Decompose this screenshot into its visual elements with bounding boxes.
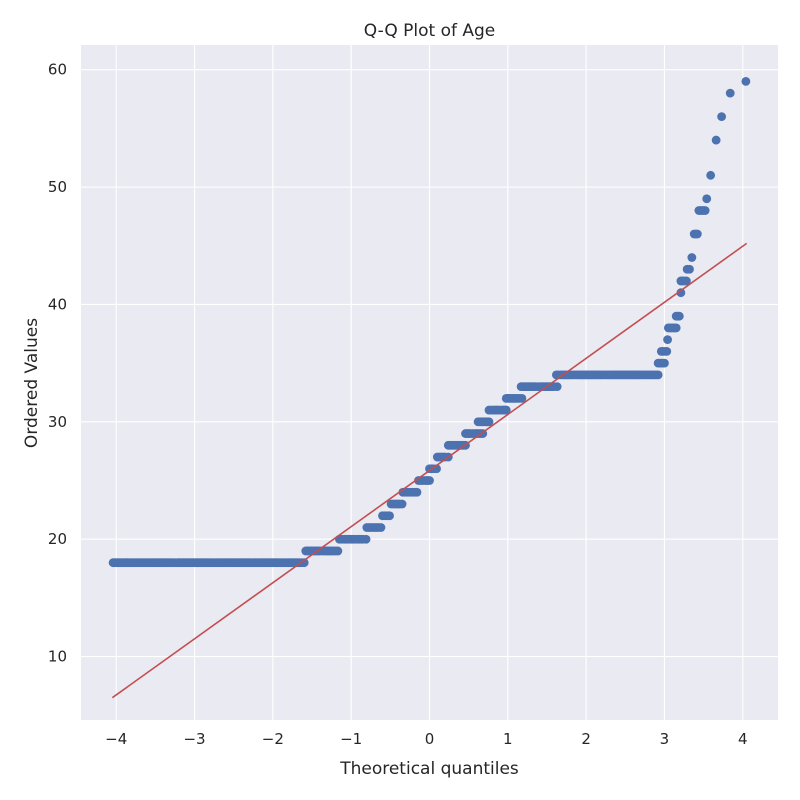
data-point bbox=[517, 393, 527, 403]
data-point bbox=[552, 382, 562, 392]
data-point bbox=[687, 253, 697, 262]
y-tick-label: 30 bbox=[48, 413, 67, 431]
data-point bbox=[376, 523, 386, 532]
x-tick-label: −4 bbox=[105, 730, 127, 748]
y-tick-label: 60 bbox=[48, 61, 67, 79]
x-tick-label: −1 bbox=[340, 730, 362, 748]
data-point bbox=[681, 276, 691, 286]
y-tick-labels: 10 20 30 40 50 60 bbox=[48, 61, 67, 666]
x-tick-label: 3 bbox=[660, 730, 670, 748]
y-tick-label: 40 bbox=[48, 295, 67, 313]
data-point bbox=[702, 194, 712, 204]
x-tick-label: 4 bbox=[738, 730, 748, 748]
data-point bbox=[662, 346, 672, 356]
x-axis-label: Theoretical quantiles bbox=[339, 759, 519, 779]
x-gridlines bbox=[115, 45, 744, 720]
data-point bbox=[706, 170, 716, 180]
x-tick-label: −3 bbox=[183, 730, 205, 748]
data-point bbox=[692, 229, 702, 239]
data-point bbox=[653, 370, 663, 380]
data-point bbox=[685, 264, 694, 274]
chart-title: Q-Q Plot of Age bbox=[364, 21, 496, 41]
x-tick-label: 1 bbox=[503, 730, 513, 748]
data-point bbox=[299, 558, 309, 568]
data-point bbox=[660, 358, 669, 368]
data-point bbox=[663, 335, 672, 345]
data-point bbox=[725, 88, 735, 98]
data-point bbox=[671, 323, 681, 333]
data-point bbox=[700, 206, 710, 215]
data-points bbox=[108, 76, 751, 568]
data-point bbox=[412, 487, 422, 497]
data-point bbox=[397, 499, 407, 509]
data-point bbox=[741, 76, 751, 86]
data-point bbox=[674, 311, 684, 321]
data-point bbox=[676, 288, 686, 298]
data-point bbox=[717, 112, 727, 122]
fit-line-group bbox=[111, 242, 748, 699]
data-point bbox=[333, 546, 343, 556]
x-tick-label: 0 bbox=[425, 730, 435, 748]
data-point bbox=[361, 534, 371, 544]
y-gridlines bbox=[81, 69, 778, 658]
data-point bbox=[711, 135, 721, 145]
data-point bbox=[484, 417, 494, 427]
fit-line bbox=[111, 242, 748, 699]
data-point bbox=[385, 511, 394, 521]
x-tick-labels: −4 −3 −2 −1 0 1 2 3 4 bbox=[105, 730, 747, 748]
y-tick-label: 10 bbox=[48, 648, 67, 666]
y-tick-label: 50 bbox=[48, 178, 67, 196]
data-point bbox=[501, 405, 511, 415]
x-tick-label: −2 bbox=[262, 730, 284, 748]
y-axis-label: Ordered Values bbox=[22, 318, 42, 448]
data-point bbox=[425, 476, 434, 485]
y-tick-label: 20 bbox=[48, 530, 67, 548]
x-tick-label: 2 bbox=[581, 730, 591, 748]
